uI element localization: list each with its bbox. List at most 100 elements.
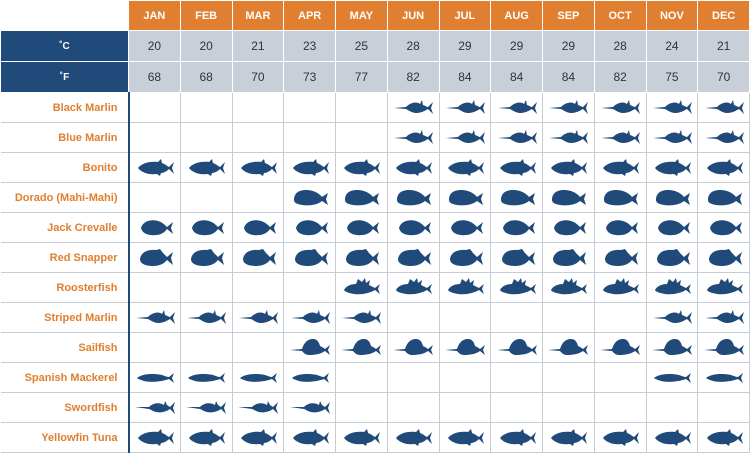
month-cell (490, 242, 543, 273)
marlin-icon (652, 99, 692, 114)
fahrenheit-value: 70 (231, 61, 285, 93)
table-row: Red Snapper (0, 242, 750, 273)
tuna-icon (499, 428, 536, 446)
month-cell (490, 212, 543, 243)
month-cell (128, 212, 181, 243)
month-cell (438, 332, 492, 363)
table-row: Black Marlin (0, 92, 750, 123)
tuna-icon (396, 158, 433, 176)
mackerel-icon (188, 372, 226, 383)
table-row: Roosterfish (0, 272, 750, 303)
month-cell (697, 212, 750, 243)
month-cell (645, 92, 699, 123)
tuna-icon (137, 158, 174, 176)
snapper-icon (398, 248, 432, 266)
month-cell (593, 122, 647, 153)
month-cell (490, 302, 543, 333)
dorado-icon (707, 189, 742, 205)
month-cell (645, 182, 699, 213)
month-header: SEP (542, 0, 595, 31)
month-cell (438, 92, 492, 123)
month-cell (179, 362, 233, 393)
snapper-icon (605, 248, 639, 266)
month-cell (231, 362, 285, 393)
month-header-row: JAN FEB MAR APR MAY JUN JUL AUG SEP OCT … (0, 0, 750, 31)
month-cell (593, 272, 647, 303)
marlin-icon (549, 99, 589, 114)
celsius-value: 21 (697, 30, 750, 62)
month-cell (128, 272, 181, 303)
month-cell (645, 152, 699, 183)
jack-icon (295, 219, 328, 235)
month-cell (438, 362, 492, 393)
marlin-icon (652, 309, 692, 324)
month-cell (386, 212, 440, 243)
month-cell (645, 302, 699, 333)
month-cell (542, 392, 595, 423)
fahrenheit-value: 68 (179, 61, 233, 93)
month-cell (542, 212, 595, 243)
month-cell (283, 302, 336, 333)
fish-name: Spanish Mackerel (0, 362, 130, 393)
month-cell (645, 272, 699, 303)
month-cell (231, 332, 285, 363)
dorado-icon (552, 189, 587, 205)
month-cell (542, 332, 595, 363)
month-cell (386, 362, 440, 393)
sailfish-icon (496, 338, 537, 355)
celsius-value: 20 (179, 30, 233, 62)
month-cell (179, 422, 233, 453)
celsius-value: 29 (490, 30, 543, 62)
tuna-icon (551, 428, 588, 446)
mackerel-icon (291, 372, 329, 383)
roosterfish-icon (447, 277, 484, 294)
table-row: Dorado (Mahi-Mahi) (0, 182, 750, 213)
month-header: JAN (128, 0, 181, 31)
table-row: Spanish Mackerel (0, 362, 750, 393)
month-cell (283, 362, 336, 393)
sailfish-icon (548, 338, 589, 355)
month-cell (231, 422, 285, 453)
month-cell (335, 182, 388, 213)
month-cell (542, 272, 595, 303)
table-row: Swordfish (0, 392, 750, 423)
month-cell (697, 362, 750, 393)
marlin-icon (652, 129, 692, 144)
snapper-icon (294, 248, 328, 266)
jack-icon (657, 219, 690, 235)
tuna-icon (447, 158, 484, 176)
month-cell (386, 302, 440, 333)
marlin-icon (704, 309, 744, 324)
month-cell (386, 332, 440, 363)
month-cell (231, 272, 285, 303)
celsius-value: 28 (593, 30, 647, 62)
snapper-icon (139, 248, 173, 266)
month-cell (128, 332, 181, 363)
dorado-icon (655, 189, 690, 205)
fish-name: Yellowfin Tuna (0, 422, 130, 453)
month-cell (645, 422, 699, 453)
month-cell (697, 332, 750, 363)
fish-name: Jack Crevalle (0, 212, 130, 243)
month-cell (697, 122, 750, 153)
mackerel-icon (136, 372, 174, 383)
mackerel-icon (705, 372, 743, 383)
month-cell (697, 302, 750, 333)
month-cell (593, 302, 647, 333)
dorado-icon (500, 189, 535, 205)
month-cell (283, 272, 336, 303)
month-cell (179, 392, 233, 423)
marlin-icon (704, 129, 744, 144)
celsius-label: ˚C (0, 30, 129, 62)
month-cell (231, 212, 285, 243)
fish-name: Sailfish (0, 332, 130, 363)
month-header: MAR (231, 0, 285, 31)
month-cell (179, 302, 233, 333)
celsius-value: 28 (386, 30, 440, 62)
month-cell (542, 422, 595, 453)
month-cell (593, 362, 647, 393)
table-row: Striped Marlin (0, 302, 750, 333)
month-cell (179, 212, 233, 243)
month-cell (438, 422, 492, 453)
